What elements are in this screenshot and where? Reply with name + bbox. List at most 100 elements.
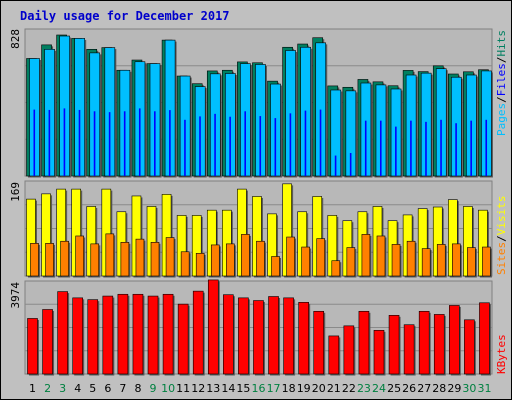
day-label: 23 xyxy=(357,382,371,395)
pages-bar xyxy=(184,119,186,176)
kbytes-bar xyxy=(403,324,415,375)
day-label: 29 xyxy=(447,382,461,395)
day-label: 7 xyxy=(119,382,126,395)
pages-bar xyxy=(138,108,141,176)
legend-sep: / xyxy=(495,235,508,242)
visits-max-label: 169 xyxy=(9,182,22,202)
pages-bar xyxy=(379,120,382,176)
sites-bar xyxy=(436,244,446,277)
pages-bar xyxy=(349,153,352,176)
pages-bar xyxy=(274,118,277,176)
sites-bar xyxy=(301,246,310,277)
sites-bar xyxy=(271,256,280,277)
day-label: 8 xyxy=(134,382,141,395)
legend-sites: Sites xyxy=(495,242,508,275)
day-label: 14 xyxy=(221,382,235,395)
kbytes-bar xyxy=(464,319,475,375)
pages-bar xyxy=(485,119,488,176)
sites-bar xyxy=(135,238,145,277)
day-label: 16 xyxy=(252,382,266,395)
sites-bar xyxy=(391,244,401,277)
sites-bar xyxy=(105,233,115,277)
pages-bar xyxy=(244,111,247,176)
kbytes-bar xyxy=(177,303,189,375)
sites-bar xyxy=(482,246,491,277)
pages-bar xyxy=(334,155,337,176)
chart-title: Daily usage for December 2017 xyxy=(20,9,230,23)
pages-bar xyxy=(169,110,171,176)
kbytes-bar xyxy=(479,302,490,375)
kbytes-bar xyxy=(283,297,294,375)
kbytes-bar xyxy=(328,335,340,375)
day-label: 21 xyxy=(327,382,341,395)
pages-bar xyxy=(154,111,156,176)
legend-visits: Visits xyxy=(495,196,508,236)
legend-kbytes: KBytes xyxy=(495,334,508,374)
hits-legend: Pages/Files/Hits xyxy=(495,30,508,136)
day-label: 30 xyxy=(462,382,476,395)
pages-bar xyxy=(455,123,457,176)
legend-sep: / xyxy=(495,96,508,103)
kbytes-bar xyxy=(57,291,68,375)
day-label: 22 xyxy=(342,382,356,395)
pages-bar xyxy=(123,111,126,176)
kbytes-bar xyxy=(207,279,219,375)
pages-bar xyxy=(199,116,201,176)
day-label: 3 xyxy=(59,382,66,395)
sites-bar xyxy=(180,251,190,277)
day-label: 24 xyxy=(372,382,386,395)
kbytes-bar xyxy=(298,302,309,375)
kbytes-bar xyxy=(223,294,234,375)
kbytes-bar xyxy=(117,293,129,375)
kbytes-bar xyxy=(87,299,99,375)
day-label: 28 xyxy=(432,382,446,395)
sites-bar xyxy=(120,241,130,277)
kbytes-bar xyxy=(102,295,114,375)
day-label: 12 xyxy=(191,382,205,395)
sites-bar xyxy=(210,244,220,277)
sites-bar xyxy=(165,237,175,277)
kbytes-bar xyxy=(433,314,445,375)
pages-bar xyxy=(410,120,412,176)
day-label: 9 xyxy=(150,382,157,395)
pages-bar xyxy=(289,113,292,176)
kbytes-bar xyxy=(132,293,144,375)
pages-bar xyxy=(33,109,36,176)
day-label: 10 xyxy=(161,382,175,395)
pages-bar xyxy=(440,119,442,176)
kbytes-bar xyxy=(313,310,325,375)
legend-sep: / xyxy=(495,57,508,64)
pages-bar xyxy=(470,120,472,176)
sites-bar xyxy=(331,260,341,277)
pages-bar xyxy=(108,112,111,176)
sites-bar xyxy=(406,240,416,277)
sites-bar xyxy=(286,236,295,277)
kbytes-bar xyxy=(147,295,159,375)
kbytes-bar xyxy=(72,297,83,375)
day-label: 27 xyxy=(417,382,431,395)
kbytes-bar xyxy=(27,318,38,375)
sites-bar xyxy=(452,243,461,277)
pages-bar xyxy=(259,116,262,176)
sites-bar xyxy=(45,243,54,277)
legend-pages: Pages xyxy=(495,103,508,136)
legend-files: Files xyxy=(495,63,508,96)
sites-bar xyxy=(256,240,265,277)
kbytes-bar xyxy=(253,300,264,375)
day-label: 11 xyxy=(176,382,190,395)
visits-legend: Sites/Visits xyxy=(495,196,508,276)
pages-bar xyxy=(395,126,397,176)
day-label: 5 xyxy=(89,382,96,395)
day-label: 13 xyxy=(206,382,220,395)
day-label: 20 xyxy=(312,382,326,395)
day-label: 18 xyxy=(282,382,296,395)
kbytes-bar xyxy=(42,309,53,375)
pages-bar xyxy=(304,110,307,176)
kbytes-bar xyxy=(358,310,370,375)
sites-bar xyxy=(361,234,371,277)
kbytes-bar xyxy=(388,315,400,375)
kbytes-bar xyxy=(268,296,279,375)
day-label: 2 xyxy=(44,382,51,395)
day-label: 4 xyxy=(74,382,81,395)
